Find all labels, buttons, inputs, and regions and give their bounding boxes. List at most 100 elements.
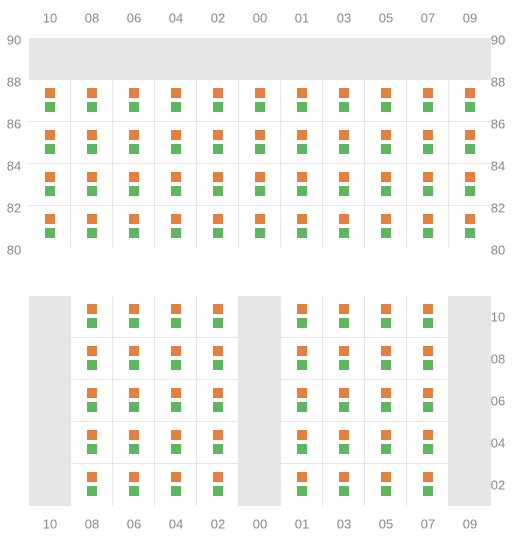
row-label: 90 bbox=[491, 34, 505, 47]
slot-filled[interactable] bbox=[323, 206, 365, 248]
slot-filled[interactable] bbox=[71, 380, 113, 422]
slot-filled[interactable] bbox=[281, 80, 323, 122]
slot-filled[interactable] bbox=[197, 338, 239, 380]
slot-filled[interactable] bbox=[281, 338, 323, 380]
slot-filled[interactable] bbox=[71, 122, 113, 164]
slot-filled[interactable] bbox=[407, 338, 449, 380]
slot-filled[interactable] bbox=[155, 338, 197, 380]
status-marker-top bbox=[339, 472, 349, 482]
slot-filled[interactable] bbox=[449, 206, 491, 248]
slot-filled[interactable] bbox=[407, 464, 449, 506]
status-marker-top bbox=[339, 214, 349, 224]
slot-filled[interactable] bbox=[239, 122, 281, 164]
slot-filled[interactable] bbox=[71, 422, 113, 464]
slot-filled[interactable] bbox=[407, 296, 449, 338]
slot-filled[interactable] bbox=[71, 80, 113, 122]
slot-filled[interactable] bbox=[197, 206, 239, 248]
slot-filled[interactable] bbox=[197, 422, 239, 464]
slot-filled[interactable] bbox=[113, 206, 155, 248]
slot-filled[interactable] bbox=[407, 422, 449, 464]
slot-filled[interactable] bbox=[113, 296, 155, 338]
status-marker-top bbox=[213, 304, 223, 314]
slot-filled[interactable] bbox=[113, 80, 155, 122]
slot-filled[interactable] bbox=[197, 464, 239, 506]
status-marker-bottom bbox=[45, 186, 55, 196]
slot-filled[interactable] bbox=[281, 206, 323, 248]
slot-filled[interactable] bbox=[71, 206, 113, 248]
slot-filled[interactable] bbox=[113, 464, 155, 506]
slot-filled[interactable] bbox=[365, 122, 407, 164]
slot-filled[interactable] bbox=[113, 338, 155, 380]
slot-filled[interactable] bbox=[71, 338, 113, 380]
slot-filled[interactable] bbox=[365, 164, 407, 206]
slot-filled[interactable] bbox=[407, 206, 449, 248]
slot-filled[interactable] bbox=[197, 380, 239, 422]
slot-filled[interactable] bbox=[155, 122, 197, 164]
slot-filled[interactable] bbox=[71, 464, 113, 506]
slot-filled[interactable] bbox=[365, 206, 407, 248]
slot-filled[interactable] bbox=[323, 122, 365, 164]
slot-filled[interactable] bbox=[113, 380, 155, 422]
status-marker-bottom bbox=[423, 186, 433, 196]
slot-filled[interactable] bbox=[449, 122, 491, 164]
slot-filled[interactable] bbox=[365, 422, 407, 464]
status-marker-top bbox=[129, 172, 139, 182]
slot-filled[interactable] bbox=[155, 296, 197, 338]
slot-filled[interactable] bbox=[71, 296, 113, 338]
status-marker-top bbox=[213, 472, 223, 482]
slot-filled[interactable] bbox=[323, 422, 365, 464]
slot-filled[interactable] bbox=[155, 422, 197, 464]
slot-filled[interactable] bbox=[323, 296, 365, 338]
slot-filled[interactable] bbox=[365, 380, 407, 422]
slot-filled[interactable] bbox=[281, 296, 323, 338]
slot-filled[interactable] bbox=[113, 164, 155, 206]
slot-filled[interactable] bbox=[155, 464, 197, 506]
slot-filled[interactable] bbox=[365, 464, 407, 506]
slot-filled[interactable] bbox=[197, 122, 239, 164]
status-marker-top bbox=[213, 430, 223, 440]
slot-filled[interactable] bbox=[365, 338, 407, 380]
slot-filled[interactable] bbox=[281, 422, 323, 464]
slot-filled[interactable] bbox=[365, 296, 407, 338]
slot-empty bbox=[449, 464, 491, 506]
slot-filled[interactable] bbox=[407, 122, 449, 164]
slot-filled[interactable] bbox=[407, 80, 449, 122]
status-marker-top bbox=[381, 472, 391, 482]
slot-filled[interactable] bbox=[197, 296, 239, 338]
slot-filled[interactable] bbox=[155, 206, 197, 248]
slot-filled[interactable] bbox=[71, 164, 113, 206]
slot-filled[interactable] bbox=[323, 80, 365, 122]
slot-filled[interactable] bbox=[29, 164, 71, 206]
slot-filled[interactable] bbox=[197, 80, 239, 122]
slot-filled[interactable] bbox=[113, 122, 155, 164]
slot-filled[interactable] bbox=[365, 80, 407, 122]
slot-filled[interactable] bbox=[239, 206, 281, 248]
slot-filled[interactable] bbox=[407, 164, 449, 206]
slot-filled[interactable] bbox=[155, 164, 197, 206]
slot-filled[interactable] bbox=[449, 164, 491, 206]
slot-filled[interactable] bbox=[113, 422, 155, 464]
slot-filled[interactable] bbox=[155, 380, 197, 422]
slot-filled[interactable] bbox=[449, 80, 491, 122]
slot-filled[interactable] bbox=[323, 380, 365, 422]
slot-filled[interactable] bbox=[323, 464, 365, 506]
slot-filled[interactable] bbox=[29, 122, 71, 164]
slot-filled[interactable] bbox=[281, 164, 323, 206]
status-marker-top bbox=[129, 346, 139, 356]
slot-filled[interactable] bbox=[407, 380, 449, 422]
slot-filled[interactable] bbox=[281, 380, 323, 422]
slot-filled[interactable] bbox=[197, 164, 239, 206]
slot-filled[interactable] bbox=[239, 164, 281, 206]
slot-filled[interactable] bbox=[281, 464, 323, 506]
slot-filled[interactable] bbox=[29, 206, 71, 248]
status-marker-bottom bbox=[423, 102, 433, 112]
status-marker-bottom bbox=[87, 144, 97, 154]
slot-filled[interactable] bbox=[323, 164, 365, 206]
status-marker-bottom bbox=[297, 360, 307, 370]
slot-empty bbox=[71, 38, 113, 80]
slot-filled[interactable] bbox=[155, 80, 197, 122]
slot-filled[interactable] bbox=[29, 80, 71, 122]
slot-filled[interactable] bbox=[239, 80, 281, 122]
slot-filled[interactable] bbox=[281, 122, 323, 164]
slot-filled[interactable] bbox=[323, 338, 365, 380]
